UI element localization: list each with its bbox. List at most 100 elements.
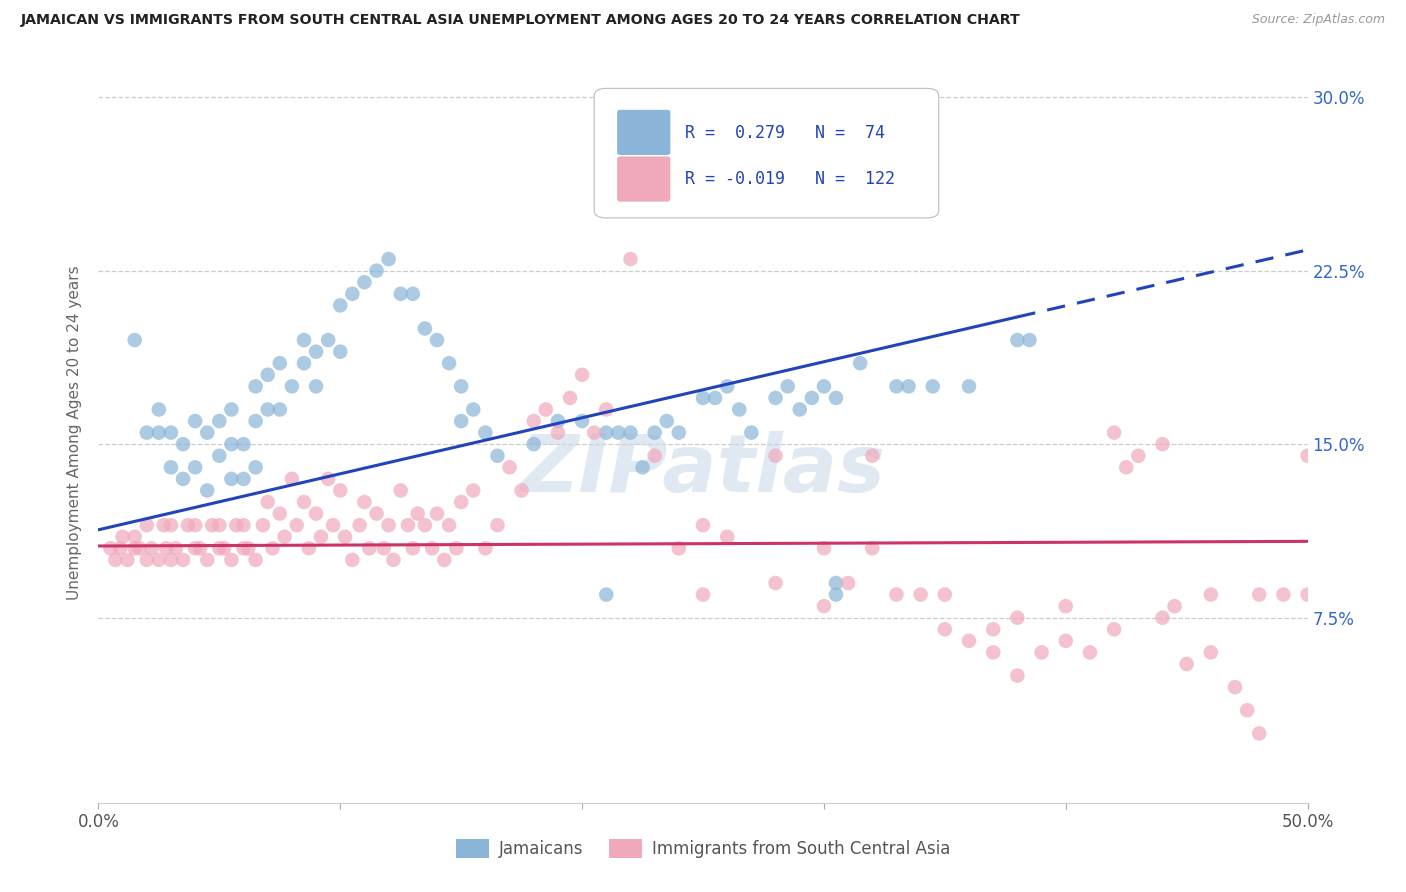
Jamaicans <box>644 425 666 440</box>
Immigrants from South Central Asia <box>160 553 183 567</box>
Jamaicans <box>486 449 509 463</box>
Immigrants from South Central Asia <box>221 553 243 567</box>
Immigrants from South Central Asia <box>437 518 460 533</box>
Immigrants from South Central Asia <box>981 645 1004 659</box>
Immigrants from South Central Asia <box>486 518 509 533</box>
Jamaicans <box>292 356 315 370</box>
Jamaicans <box>160 460 183 475</box>
Immigrants from South Central Asia <box>446 541 468 556</box>
Immigrants from South Central Asia <box>141 541 163 556</box>
Immigrants from South Central Asia <box>285 518 308 533</box>
Immigrants from South Central Asia <box>1223 680 1246 694</box>
Immigrants from South Central Asia <box>534 402 557 417</box>
Immigrants from South Central Asia <box>692 588 714 602</box>
Jamaicans <box>619 425 641 440</box>
Immigrants from South Central Asia <box>160 518 183 533</box>
Jamaicans <box>921 379 943 393</box>
Immigrants from South Central Asia <box>322 518 344 533</box>
Jamaicans <box>595 588 617 602</box>
Jamaicans <box>172 437 194 451</box>
Jamaicans <box>221 472 243 486</box>
Immigrants from South Central Asia <box>396 518 419 533</box>
Immigrants from South Central Asia <box>100 541 122 556</box>
Immigrants from South Central Asia <box>377 518 399 533</box>
Jamaicans <box>281 379 304 393</box>
FancyBboxPatch shape <box>595 88 939 218</box>
Jamaicans <box>655 414 678 428</box>
Jamaicans <box>547 414 569 428</box>
Immigrants from South Central Asia <box>619 252 641 266</box>
Jamaicans <box>849 356 872 370</box>
Immigrants from South Central Asia <box>1115 460 1137 475</box>
Immigrants from South Central Asia <box>208 541 231 556</box>
Jamaicans <box>353 275 375 289</box>
Immigrants from South Central Asia <box>957 633 980 648</box>
Immigrants from South Central Asia <box>152 518 174 533</box>
Immigrants from South Central Asia <box>765 449 787 463</box>
Immigrants from South Central Asia <box>981 622 1004 636</box>
Immigrants from South Central Asia <box>165 541 187 556</box>
Immigrants from South Central Asia <box>135 518 157 533</box>
Immigrants from South Central Asia <box>426 507 449 521</box>
Jamaicans <box>269 402 291 417</box>
Jamaicans <box>595 425 617 440</box>
Jamaicans <box>692 391 714 405</box>
Jamaicans <box>329 344 352 359</box>
Immigrants from South Central Asia <box>232 518 254 533</box>
Text: R =  0.279   N =  74: R = 0.279 N = 74 <box>685 124 884 142</box>
Immigrants from South Central Asia <box>1007 668 1029 682</box>
Immigrants from South Central Asia <box>668 541 690 556</box>
Jamaicans <box>195 483 218 498</box>
Immigrants from South Central Asia <box>208 518 231 533</box>
Jamaicans <box>765 113 787 128</box>
Immigrants from South Central Asia <box>104 553 127 567</box>
Immigrants from South Central Asia <box>1031 645 1053 659</box>
FancyBboxPatch shape <box>617 156 671 202</box>
Jamaicans <box>245 414 267 428</box>
Immigrants from South Central Asia <box>1249 726 1271 740</box>
Immigrants from South Central Asia <box>201 518 224 533</box>
Immigrants from South Central Asia <box>252 518 274 533</box>
Immigrants from South Central Asia <box>433 553 456 567</box>
Jamaicans <box>305 379 328 393</box>
Immigrants from South Central Asia <box>225 518 247 533</box>
Y-axis label: Unemployment Among Ages 20 to 24 years: Unemployment Among Ages 20 to 24 years <box>67 265 83 600</box>
Immigrants from South Central Asia <box>117 553 139 567</box>
Immigrants from South Central Asia <box>188 541 211 556</box>
Jamaicans <box>740 425 762 440</box>
Jamaicans <box>366 263 388 277</box>
Immigrants from South Central Asia <box>245 553 267 567</box>
Immigrants from South Central Asia <box>498 460 520 475</box>
Jamaicans <box>316 333 339 347</box>
Immigrants from South Central Asia <box>1272 588 1295 602</box>
Immigrants from South Central Asia <box>934 588 956 602</box>
Immigrants from South Central Asia <box>292 495 315 509</box>
Immigrants from South Central Asia <box>1078 645 1101 659</box>
Immigrants from South Central Asia <box>1054 633 1077 648</box>
Text: R = -0.019   N =  122: R = -0.019 N = 122 <box>685 170 894 188</box>
Immigrants from South Central Asia <box>1007 611 1029 625</box>
Jamaicans <box>232 437 254 451</box>
Immigrants from South Central Asia <box>212 541 235 556</box>
Immigrants from South Central Asia <box>1199 645 1222 659</box>
Immigrants from South Central Asia <box>1199 588 1222 602</box>
Immigrants from South Central Asia <box>329 483 352 498</box>
Jamaicans <box>957 379 980 393</box>
Immigrants from South Central Asia <box>195 553 218 567</box>
Immigrants from South Central Asia <box>281 472 304 486</box>
Immigrants from South Central Asia <box>813 541 835 556</box>
Immigrants from South Central Asia <box>232 541 254 556</box>
Jamaicans <box>329 298 352 312</box>
Jamaicans <box>523 437 546 451</box>
Jamaicans <box>148 402 170 417</box>
Immigrants from South Central Asia <box>860 541 883 556</box>
Immigrants from South Central Asia <box>1163 599 1185 614</box>
Jamaicans <box>389 286 412 301</box>
Immigrants from South Central Asia <box>692 518 714 533</box>
Immigrants from South Central Asia <box>583 425 606 440</box>
Immigrants from South Central Asia <box>716 530 738 544</box>
Immigrants from South Central Asia <box>373 541 395 556</box>
Jamaicans <box>825 588 848 602</box>
Jamaicans <box>245 460 267 475</box>
Immigrants from South Central Asia <box>571 368 593 382</box>
